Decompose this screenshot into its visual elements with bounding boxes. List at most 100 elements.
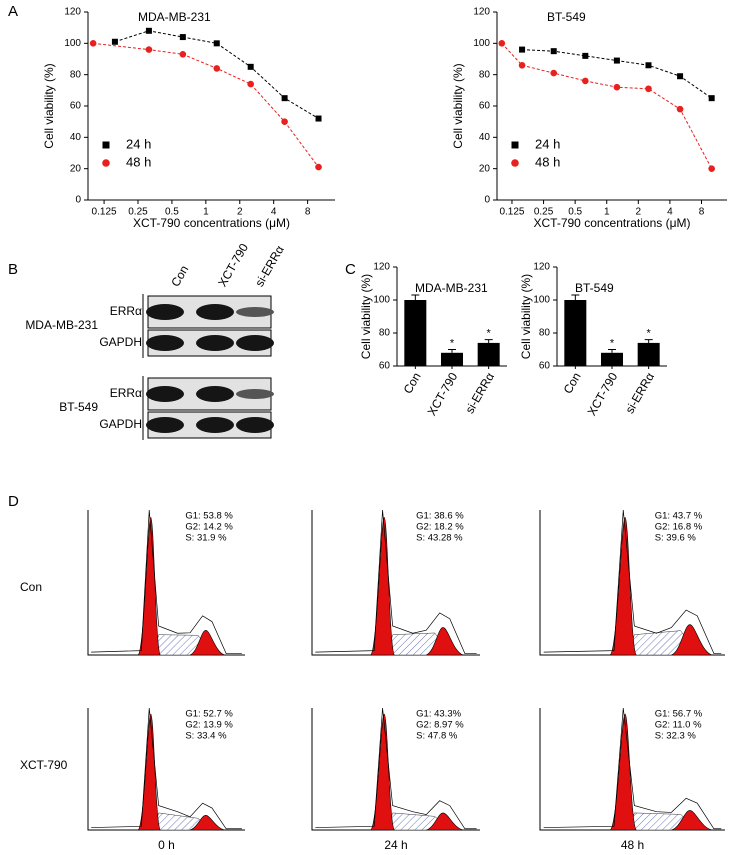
data-point — [613, 57, 620, 64]
histogram-outline — [91, 509, 242, 654]
protein-label: ERRα — [110, 386, 142, 400]
legend-label: 24 h — [126, 136, 151, 151]
y-tick-label: 40 — [70, 132, 82, 143]
phase-stat: S: 43.28 % — [416, 533, 463, 544]
data-point — [708, 165, 715, 172]
panel-label: B — [8, 261, 18, 278]
legend-label: 48 h — [535, 154, 560, 169]
x-tick-label: Con — [561, 370, 584, 396]
error-bar — [484, 339, 493, 343]
blot-band — [236, 389, 274, 399]
y-tick-label: 100 — [64, 38, 81, 49]
significance-mark: * — [647, 328, 652, 340]
bar — [404, 300, 427, 366]
y-tick-label: 20 — [479, 163, 491, 174]
blot-band — [146, 335, 184, 351]
histogram-outline — [91, 707, 242, 830]
g2-peak — [189, 815, 225, 831]
column-label: 48 h — [621, 838, 644, 852]
data-point — [677, 73, 684, 80]
chart-title: BT-549 — [575, 281, 614, 295]
data-point — [145, 46, 153, 53]
blot-band — [236, 417, 274, 433]
protein-label: GAPDH — [99, 335, 142, 349]
panel-label: D — [8, 493, 19, 510]
phase-stat: G1: 43.7 % — [655, 511, 703, 522]
bar — [601, 352, 623, 366]
y-tick-label: 100 — [373, 295, 390, 306]
legend-marker — [511, 159, 519, 167]
legend-marker — [102, 159, 110, 167]
histogram-outline — [543, 707, 722, 830]
data-point — [247, 63, 254, 70]
column-label: 24 h — [384, 838, 407, 852]
data-point — [582, 52, 589, 59]
y-axis-label: Cell viability (%) — [519, 274, 533, 359]
g2-peak — [426, 812, 464, 831]
y-tick-label: 120 — [533, 262, 550, 273]
cell-line-label: BT-549 — [59, 400, 98, 414]
y-tick-label: 60 — [539, 361, 551, 372]
x-tick-label: si-ERRα — [622, 370, 657, 416]
error-bar — [448, 349, 456, 353]
significance-mark: * — [450, 337, 455, 349]
row-label: XCT-790 — [20, 758, 68, 772]
x-tick-label: 4 — [271, 207, 277, 218]
data-point — [645, 85, 652, 93]
blot-band — [146, 417, 184, 433]
y-tick-label: 120 — [473, 7, 490, 18]
data-point — [179, 34, 186, 41]
lane-label: si-ERRα — [252, 243, 287, 289]
y-tick-label: 100 — [533, 295, 550, 306]
phase-stat: G2: 11.0 % — [655, 720, 702, 731]
y-tick-label: 60 — [479, 101, 491, 112]
x-tick-label: 4 — [667, 207, 673, 218]
y-axis-label: Cell viability (%) — [451, 63, 465, 148]
data-point — [145, 27, 152, 34]
x-tick-label: 8 — [699, 207, 705, 218]
bar — [477, 342, 500, 366]
data-point — [613, 83, 621, 91]
data-point — [498, 40, 506, 47]
x-tick-label: 0.25 — [534, 207, 554, 218]
g1-peak — [137, 516, 161, 656]
y-tick-label: 120 — [373, 262, 390, 273]
g2-peak — [671, 624, 713, 656]
y-tick-label: 120 — [64, 7, 81, 18]
blot-band — [196, 304, 234, 320]
blot-band — [236, 307, 274, 317]
fit-line — [501, 42, 713, 169]
chart-title: MDA-MB-231 — [415, 281, 488, 295]
data-point — [281, 118, 288, 125]
chart-title: MDA-MB-231 — [138, 10, 211, 24]
histogram-outline — [543, 509, 722, 654]
histogram-outline — [315, 707, 477, 830]
g2-peak — [671, 810, 713, 831]
data-point — [550, 48, 557, 55]
phase-stat: S: 32.3 % — [655, 731, 697, 742]
data-point — [315, 163, 322, 171]
phase-stat: G1: 52.7 % — [185, 709, 233, 720]
data-point — [550, 69, 558, 77]
legend-marker — [102, 141, 110, 149]
phase-stat: G1: 38.6 % — [416, 511, 464, 522]
data-point — [247, 80, 254, 88]
x-tick-label: 2 — [636, 207, 642, 218]
data-point — [645, 62, 652, 69]
legend-marker — [511, 141, 519, 149]
phase-stat: G2: 13.9 % — [185, 720, 233, 731]
g1-peak — [137, 713, 161, 831]
y-tick-label: 60 — [70, 101, 82, 112]
data-point — [518, 61, 526, 69]
g1-peak — [370, 713, 395, 831]
blot-band — [146, 386, 184, 402]
bar — [564, 300, 587, 366]
legend-label: 24 h — [535, 136, 560, 151]
error-bar — [411, 294, 420, 300]
blot-band — [146, 304, 184, 320]
phase-stat: G1: 53.8 % — [185, 511, 233, 522]
y-tick-label: 0 — [484, 195, 490, 206]
y-tick-label: 80 — [479, 69, 491, 80]
chart-title: BT-549 — [547, 10, 586, 24]
